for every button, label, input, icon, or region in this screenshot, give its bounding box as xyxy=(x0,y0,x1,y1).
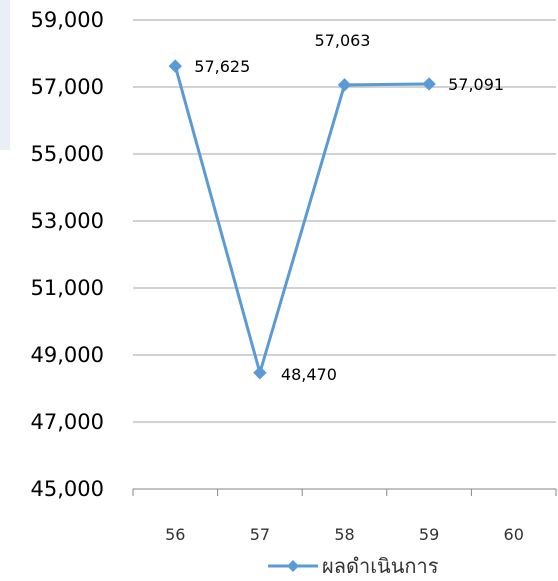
data-label: 57,091 xyxy=(448,75,504,94)
y-tick-label: 57,000 xyxy=(31,75,104,99)
series-line-layer xyxy=(168,59,436,380)
x-axis: 56 57 58 59 60 xyxy=(132,489,557,544)
x-tick-label: 56 xyxy=(165,525,185,544)
data-point-marker xyxy=(168,59,183,73)
y-tick-label: 53,000 xyxy=(31,209,104,233)
y-tick-label: 51,000 xyxy=(31,276,104,300)
legend-marker-swatch xyxy=(287,560,299,572)
data-point-marker xyxy=(253,366,267,380)
y-tick-label: 55,000 xyxy=(31,142,104,166)
gridlines xyxy=(133,19,556,490)
series-line xyxy=(173,65,430,375)
y-tick-label: 47,000 xyxy=(31,410,104,434)
x-tick-label: 59 xyxy=(419,525,439,544)
y-tick-label: 59,000 xyxy=(31,8,104,32)
legend: ผลดำเนินการ xyxy=(268,554,439,578)
y-axis: 45,000 47,000 49,000 51,000 53,000 55,000 57,0… xyxy=(31,8,104,501)
data-point-marker xyxy=(337,78,352,92)
x-tick-label: 57 xyxy=(250,525,270,544)
legend-label: ผลดำเนินการ xyxy=(322,554,439,577)
data-point-marker xyxy=(422,77,436,91)
data-label: 57,625 xyxy=(194,57,250,76)
y-tick-label: 45,000 xyxy=(31,477,104,501)
side-panel-decoration xyxy=(0,0,10,150)
data-labels: 57,625 48,470 57,063 57,091 xyxy=(194,31,504,384)
data-label: 48,470 xyxy=(281,365,337,384)
x-tick-label: 58 xyxy=(334,525,354,544)
data-label: 57,063 xyxy=(315,31,371,50)
x-tick-label: 60 xyxy=(504,525,524,544)
y-tick-label: 49,000 xyxy=(31,343,104,367)
